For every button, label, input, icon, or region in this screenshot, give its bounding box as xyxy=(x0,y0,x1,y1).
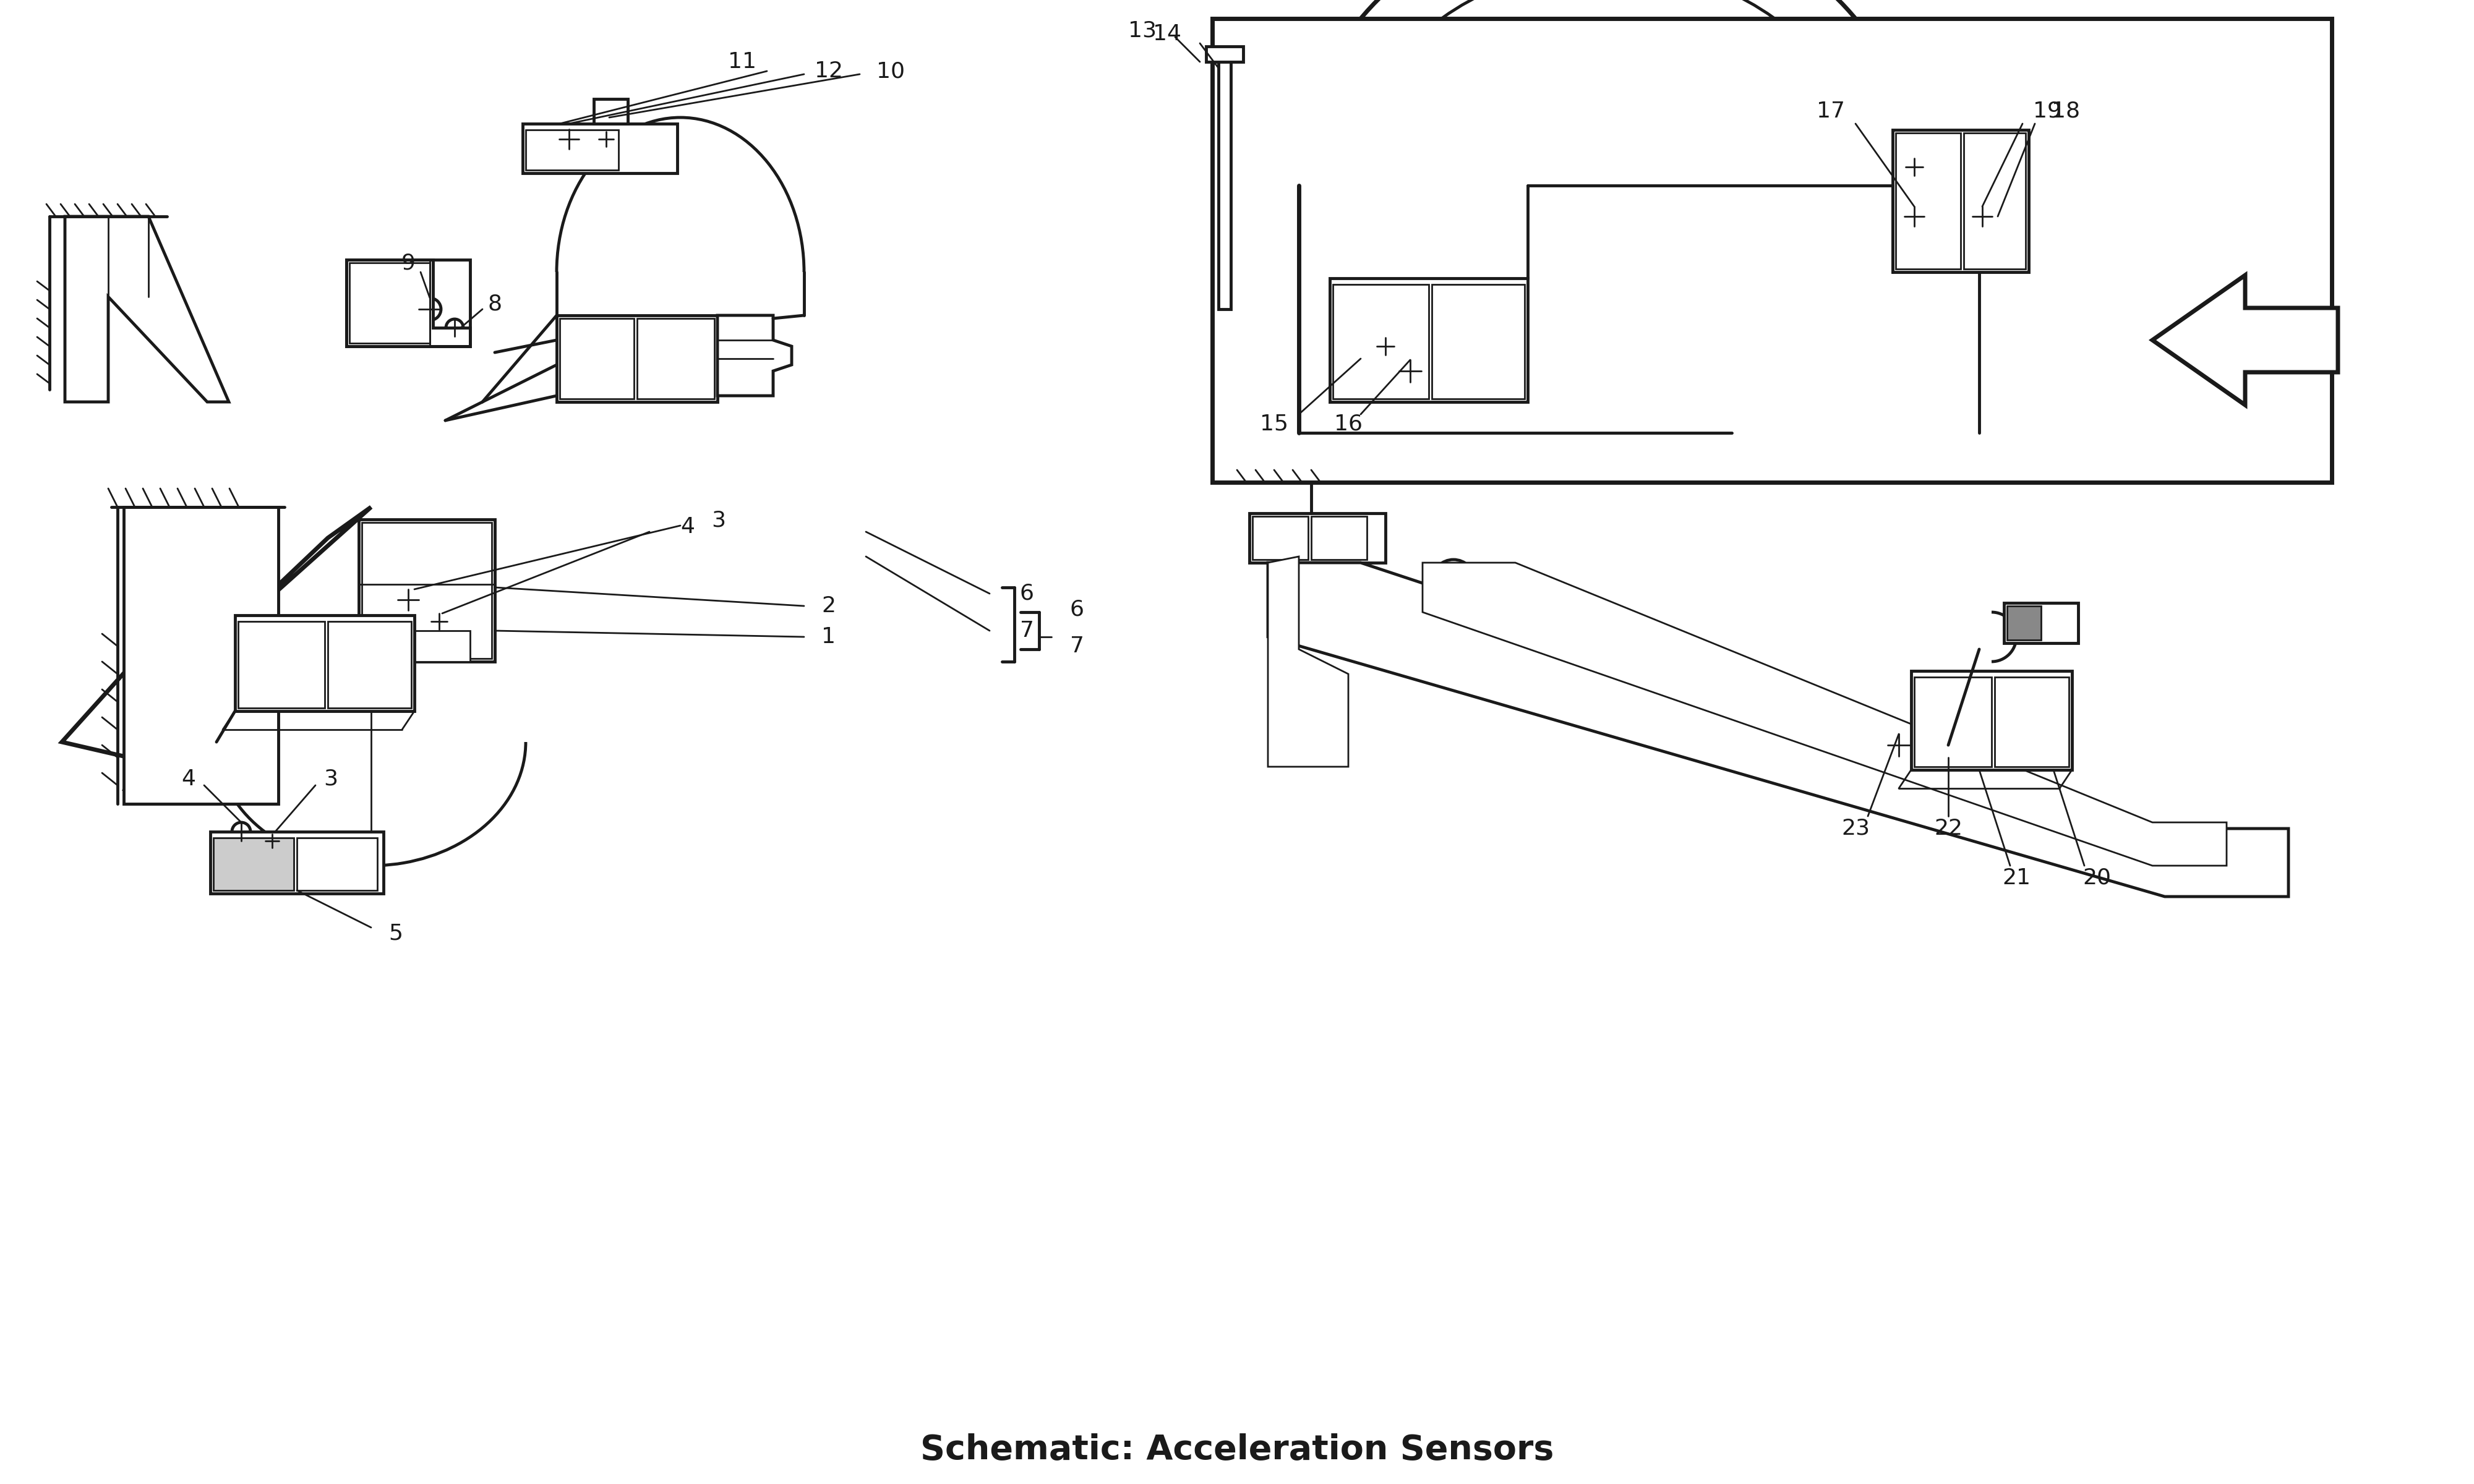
Bar xyxy=(1311,516,1366,559)
Text: 10: 10 xyxy=(876,61,905,82)
Bar xyxy=(361,522,492,659)
Text: 23: 23 xyxy=(1841,818,1870,838)
Bar xyxy=(213,838,294,890)
Bar xyxy=(1895,134,1959,269)
Text: 5: 5 xyxy=(388,923,403,944)
Polygon shape xyxy=(2152,275,2338,405)
Circle shape xyxy=(1299,568,1361,631)
Bar xyxy=(1331,279,1529,402)
Circle shape xyxy=(601,110,616,125)
Text: 21: 21 xyxy=(2001,868,2031,889)
Text: 4: 4 xyxy=(680,516,695,537)
Bar xyxy=(1212,18,2331,482)
Bar xyxy=(1910,671,2073,770)
Text: 6: 6 xyxy=(1069,598,1084,620)
Bar xyxy=(349,263,430,343)
Bar xyxy=(522,123,678,174)
Polygon shape xyxy=(1423,562,2227,865)
Text: 2: 2 xyxy=(821,595,836,616)
Text: 12: 12 xyxy=(814,61,844,82)
Bar xyxy=(2004,603,2078,643)
Bar xyxy=(1207,46,1244,62)
Bar xyxy=(327,622,411,708)
Polygon shape xyxy=(1267,556,1348,767)
Bar xyxy=(346,260,470,346)
Text: 18: 18 xyxy=(2051,101,2081,122)
Circle shape xyxy=(1311,582,1346,617)
Text: 15: 15 xyxy=(1259,413,1289,433)
Bar xyxy=(210,831,383,893)
Bar xyxy=(524,129,618,171)
Circle shape xyxy=(376,263,396,282)
Polygon shape xyxy=(62,508,371,791)
Bar xyxy=(1915,677,1992,767)
Bar xyxy=(1217,49,1232,309)
Bar xyxy=(1964,134,2026,269)
Bar xyxy=(557,315,717,402)
Circle shape xyxy=(1296,611,1321,637)
Text: Schematic: Acceleration Sensors: Schematic: Acceleration Sensors xyxy=(920,1434,1554,1466)
Circle shape xyxy=(2239,844,2276,881)
Text: 9: 9 xyxy=(401,252,416,273)
Text: 16: 16 xyxy=(1333,413,1363,433)
Text: 13: 13 xyxy=(1128,21,1158,42)
Bar xyxy=(638,319,715,399)
Text: 6: 6 xyxy=(1019,583,1034,604)
Text: 17: 17 xyxy=(1816,101,1846,122)
Bar xyxy=(1893,129,2029,272)
Bar xyxy=(124,508,277,804)
Text: 3: 3 xyxy=(713,510,725,531)
Text: 7: 7 xyxy=(1019,620,1034,641)
Bar xyxy=(1994,677,2068,767)
Bar xyxy=(1333,285,1430,399)
Text: 22: 22 xyxy=(1935,818,1962,838)
Text: 7: 7 xyxy=(1069,635,1084,656)
Text: 4: 4 xyxy=(181,769,195,789)
Bar xyxy=(1432,285,1524,399)
Bar xyxy=(297,838,376,890)
Bar xyxy=(594,99,628,123)
Text: 8: 8 xyxy=(487,294,502,315)
Circle shape xyxy=(129,665,161,696)
Bar xyxy=(235,616,416,711)
Text: 11: 11 xyxy=(727,52,757,73)
Bar xyxy=(238,622,324,708)
Bar xyxy=(1249,513,1385,562)
Bar xyxy=(359,519,495,662)
Text: 20: 20 xyxy=(2083,868,2110,889)
Circle shape xyxy=(1432,559,1475,603)
Polygon shape xyxy=(717,315,792,396)
Bar xyxy=(1252,516,1309,559)
Circle shape xyxy=(1296,680,1321,705)
Bar xyxy=(2006,605,2041,640)
Circle shape xyxy=(1442,570,1465,592)
Bar xyxy=(383,631,470,662)
Polygon shape xyxy=(1267,562,2288,896)
Polygon shape xyxy=(346,260,470,346)
Text: 14: 14 xyxy=(1153,24,1183,45)
Text: 19: 19 xyxy=(2034,101,2061,122)
Text: 1: 1 xyxy=(821,626,836,647)
Circle shape xyxy=(2249,853,2266,871)
Polygon shape xyxy=(64,217,228,402)
Bar xyxy=(559,319,633,399)
Text: 3: 3 xyxy=(324,769,339,789)
